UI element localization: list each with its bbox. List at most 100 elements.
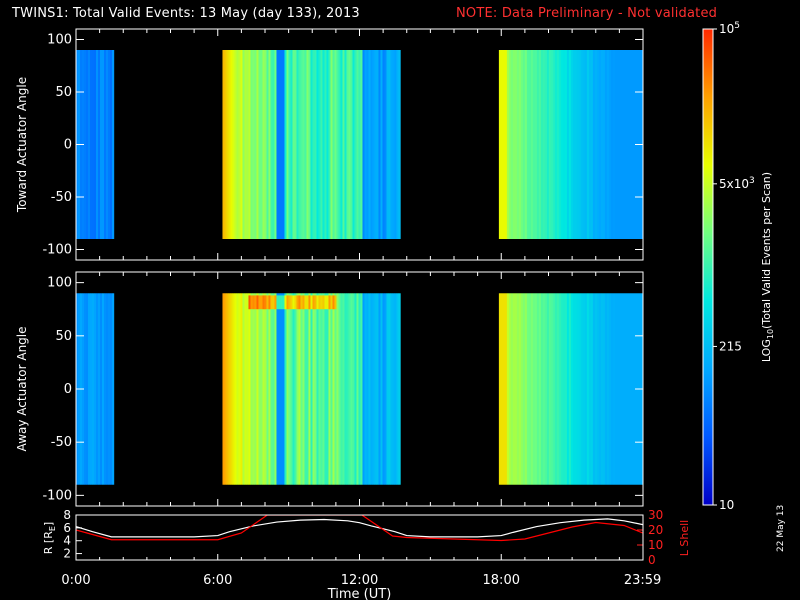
heatmap-column xyxy=(276,50,279,239)
heatmap-column xyxy=(364,50,367,239)
heatmap-column xyxy=(570,50,574,239)
heatmap-column xyxy=(622,50,626,239)
heatmap-column xyxy=(542,50,546,239)
heatmap-column xyxy=(360,50,363,239)
heatmap-column xyxy=(546,293,550,485)
colorbar-rect xyxy=(702,28,714,506)
series-lshell-line xyxy=(76,515,643,542)
heatmap-column xyxy=(306,293,309,485)
heatmap-column xyxy=(540,293,544,485)
heatmap-column xyxy=(240,293,243,485)
heatmap-column xyxy=(336,50,339,239)
heatmap-column xyxy=(504,293,508,485)
heatmap-column xyxy=(328,293,331,485)
heatmap-column xyxy=(524,50,528,239)
heatmap-column xyxy=(278,293,281,485)
heatmap-band-cell xyxy=(262,295,265,310)
heatmap-column xyxy=(378,50,381,239)
y-tick-label: -100 xyxy=(42,488,72,503)
heatmap-column xyxy=(626,50,630,239)
right-y-tick-label: 20 xyxy=(648,523,663,537)
heatmap-band-cell xyxy=(274,295,277,310)
heatmap-column xyxy=(224,50,227,239)
heatmap-column xyxy=(100,293,103,485)
heatmap-column xyxy=(346,50,349,239)
preliminary-note: NOTE: Data Preliminary - Not validated xyxy=(456,6,718,21)
orbit-frame xyxy=(75,514,644,561)
heatmap-column xyxy=(388,293,391,485)
heatmap-column xyxy=(112,50,115,239)
heatmap-column xyxy=(558,50,562,239)
heatmap-column xyxy=(292,293,295,485)
heatmap-column xyxy=(314,50,317,239)
heatmap-column xyxy=(386,293,389,485)
heatmap-column xyxy=(556,293,560,485)
heatmap-column xyxy=(232,293,235,485)
heatmap-column xyxy=(570,293,574,485)
heatmap-band-cell xyxy=(334,295,337,310)
colorbar-tick-main: 5x10 xyxy=(719,177,749,191)
heatmap-column xyxy=(252,293,255,485)
heatmap-column xyxy=(592,50,596,239)
heatmap-column xyxy=(282,50,285,239)
heatmap-band-cell xyxy=(276,295,279,310)
heatmap-column xyxy=(316,293,319,485)
heatmap-column xyxy=(88,293,91,485)
heatmap-column xyxy=(262,50,265,239)
heatmap-column xyxy=(304,293,307,485)
heatmap-column xyxy=(260,293,263,485)
heatmap-column xyxy=(580,293,584,485)
heatmap-column xyxy=(286,50,289,239)
heatmap-column xyxy=(562,50,566,239)
heatmap-column xyxy=(514,50,518,239)
heatmap-column xyxy=(506,50,510,239)
heatmap-column xyxy=(512,293,516,485)
colorbar-tick-label: 5x103 xyxy=(719,176,755,191)
left-axis-label-close: ] xyxy=(42,522,55,526)
heatmap-column xyxy=(324,293,327,485)
heatmap-band-cell xyxy=(326,295,329,310)
heatmap-column xyxy=(234,50,237,239)
heatmap-column xyxy=(244,293,247,485)
x-tick-label: 12:00 xyxy=(341,573,378,588)
heatmap-column xyxy=(566,293,570,485)
heatmap-band-cell xyxy=(280,295,283,310)
heatmap-band-cell xyxy=(298,295,301,310)
heatmap-column xyxy=(376,293,379,485)
heatmap-band-cell xyxy=(324,295,327,310)
heatmap-column xyxy=(300,293,303,485)
heatmap-column xyxy=(508,50,512,239)
heatmap-column xyxy=(502,293,506,485)
heatmap-column xyxy=(368,50,371,239)
colorbar-tick-sup: 3 xyxy=(749,176,755,186)
heatmap-column xyxy=(384,50,387,239)
y-axis-label: Toward Actuator Angle xyxy=(15,77,29,213)
heatmap-column xyxy=(398,293,401,485)
x-tick-label: 6:00 xyxy=(203,573,232,588)
y-tick-label: -50 xyxy=(51,190,72,205)
left-axis-label: R [RE] xyxy=(42,522,57,554)
heatmap-column xyxy=(298,50,301,239)
heatmap-column xyxy=(544,50,548,239)
heatmap-column xyxy=(354,50,357,239)
y-tick-label: 100 xyxy=(47,276,72,291)
heatmap-column xyxy=(356,50,359,239)
heatmap-column xyxy=(390,293,393,485)
colorbar-label-rest: (Total Valid Events per Scan) xyxy=(760,172,773,329)
heatmap-column xyxy=(86,50,89,239)
heatmap-column xyxy=(104,293,107,485)
heatmap-column xyxy=(280,50,283,239)
heatmap-column xyxy=(550,293,554,485)
heatmap-column xyxy=(264,50,267,239)
heatmap-column xyxy=(394,293,397,485)
heatmap-column xyxy=(522,293,526,485)
heatmap-column xyxy=(334,293,337,485)
heatmap-column xyxy=(226,50,229,239)
colorbar-label-main: LOG xyxy=(760,339,773,362)
heatmap-column xyxy=(310,50,313,239)
heatmap-column xyxy=(624,50,628,239)
heatmap-column xyxy=(502,50,506,239)
heatmap-column xyxy=(538,50,542,239)
